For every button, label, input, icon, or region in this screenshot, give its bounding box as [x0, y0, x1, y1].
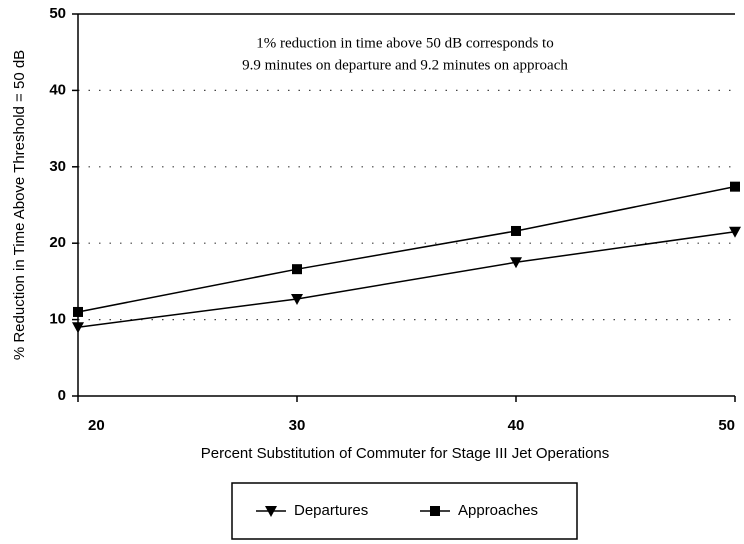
legend-label: Approaches — [458, 502, 538, 519]
marker — [291, 293, 303, 305]
y-tick-label: 20 — [49, 234, 66, 251]
y-tick-label: 40 — [49, 81, 66, 98]
marker — [729, 226, 741, 238]
y-tick-label: 10 — [49, 311, 66, 328]
y-axis-label: % Reduction in Time Above Threshold = 50… — [11, 50, 28, 360]
marker — [72, 322, 84, 334]
x-tick-label: 20 — [88, 417, 105, 434]
legend-label: Departures — [294, 502, 368, 519]
marker — [511, 225, 521, 236]
marker — [73, 306, 83, 317]
legend-marker — [430, 506, 440, 516]
x-tick-label: 40 — [508, 417, 525, 434]
y-tick-label: 50 — [49, 5, 66, 22]
annotation: 1% reduction in time above 50 dB corresp… — [256, 35, 553, 51]
marker — [292, 264, 302, 275]
line — [77, 230, 736, 328]
legend-box — [231, 482, 578, 540]
line — [77, 185, 736, 313]
y-tick-label: 30 — [49, 158, 66, 175]
y-tick-label: 0 — [58, 387, 66, 404]
legend-marker — [265, 506, 277, 517]
x-tick-label: 50 — [718, 417, 735, 434]
x-axis-label: Percent Substitution of Commuter for Sta… — [201, 445, 610, 462]
marker — [730, 181, 740, 192]
marker — [510, 257, 522, 269]
annotation: 9.9 minutes on departure and 9.2 minutes… — [242, 57, 568, 73]
x-tick-label: 30 — [289, 417, 306, 434]
